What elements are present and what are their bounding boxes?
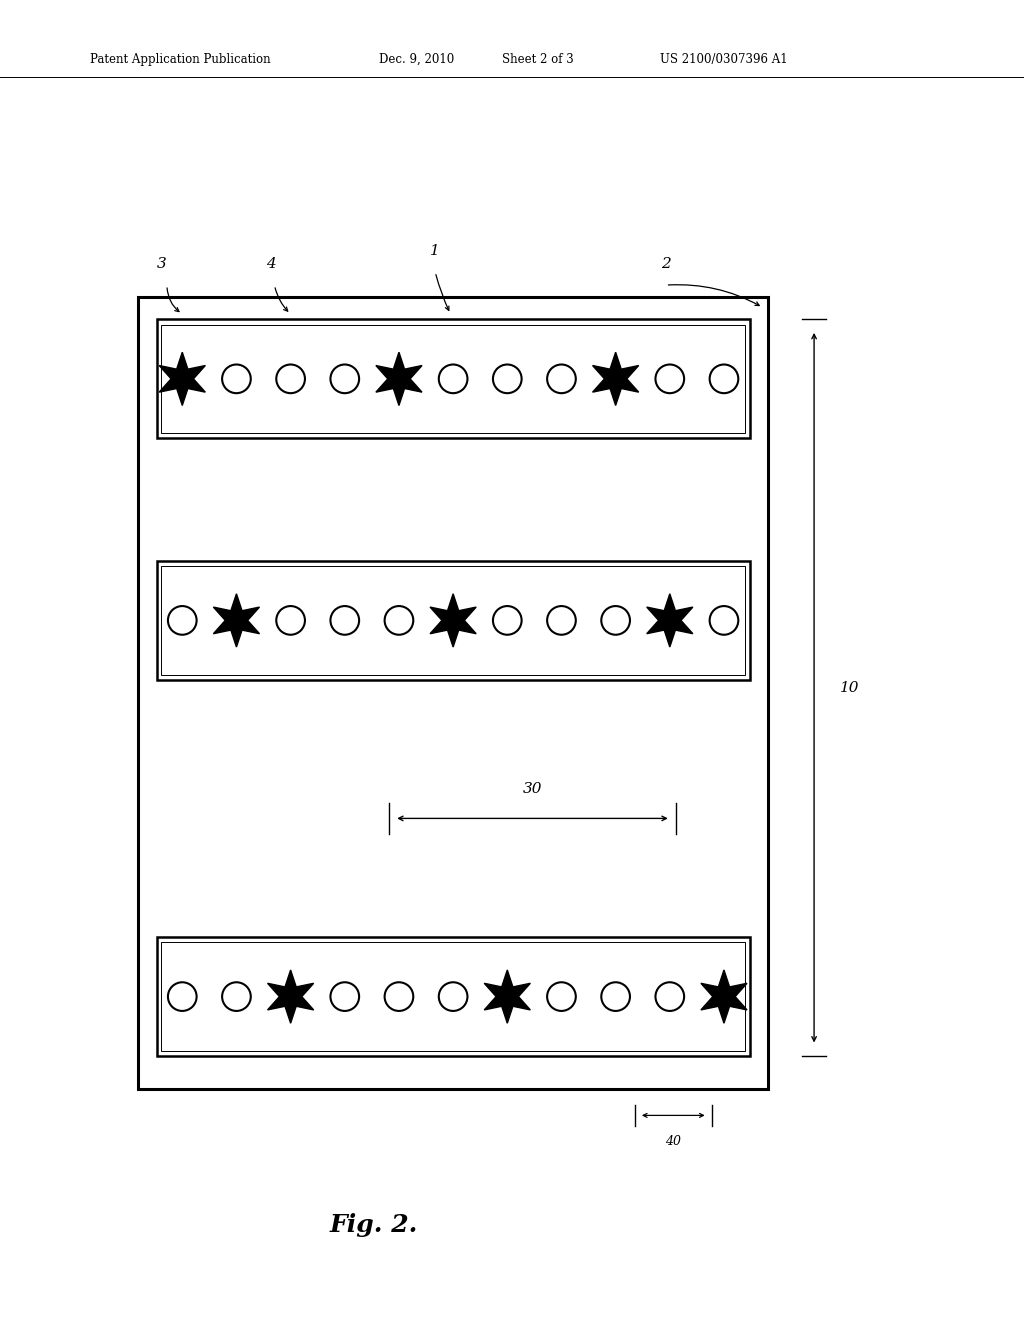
Polygon shape (376, 352, 422, 405)
Polygon shape (430, 594, 476, 647)
Text: 40: 40 (666, 1135, 681, 1148)
Text: 3: 3 (157, 257, 167, 271)
Bar (161, 942, 745, 1051)
Text: 30: 30 (522, 783, 543, 796)
Text: 10: 10 (840, 681, 859, 694)
Polygon shape (593, 352, 639, 405)
Bar (161, 325, 745, 433)
Polygon shape (213, 594, 259, 647)
Bar (157, 319, 750, 438)
Text: Dec. 9, 2010: Dec. 9, 2010 (379, 53, 454, 66)
Polygon shape (700, 970, 748, 1023)
Text: 2: 2 (660, 257, 671, 271)
Text: Patent Application Publication: Patent Application Publication (90, 53, 270, 66)
Bar (157, 937, 750, 1056)
Bar (138, 297, 768, 1089)
Text: Fig. 2.: Fig. 2. (330, 1213, 418, 1237)
Polygon shape (484, 970, 530, 1023)
Text: US 2100/0307396 A1: US 2100/0307396 A1 (660, 53, 788, 66)
Polygon shape (159, 352, 206, 405)
Bar (161, 566, 745, 675)
Bar (157, 561, 750, 680)
Text: 1: 1 (430, 244, 440, 257)
Text: Sheet 2 of 3: Sheet 2 of 3 (502, 53, 573, 66)
Polygon shape (647, 594, 693, 647)
Text: 4: 4 (266, 257, 276, 271)
Polygon shape (267, 970, 313, 1023)
